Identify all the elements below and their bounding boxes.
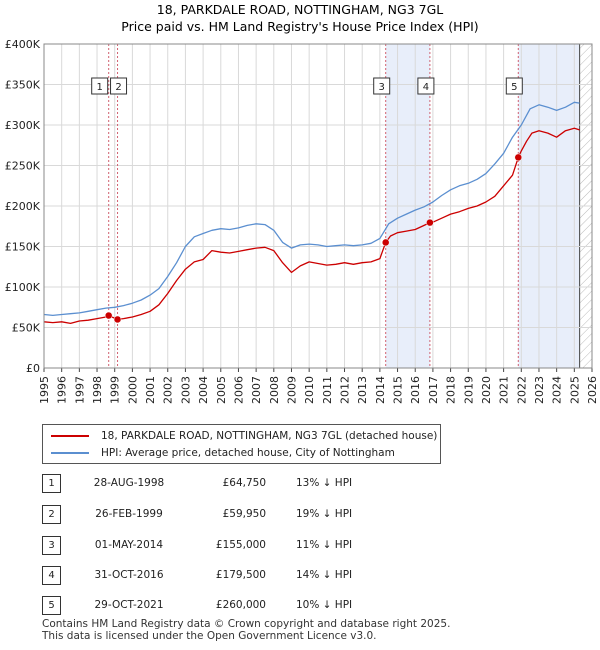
legend-item-property: 18, PARKDALE ROAD, NOTTINGHAM, NG3 7GL (… <box>51 428 437 444</box>
series-line <box>43 127 580 325</box>
transaction-date: 28-AUG-1998 <box>93 477 165 489</box>
x-tick-label: 1999 <box>109 376 122 404</box>
x-tick-label: 2012 <box>339 376 352 404</box>
transaction-number: 3 <box>42 536 61 555</box>
x-tick-label: 2016 <box>409 376 422 404</box>
sale-marker-label: 4 <box>423 82 429 93</box>
x-tick-label: 1996 <box>56 376 69 404</box>
legend-label-property: 18, PARKDALE ROAD, NOTTINGHAM, NG3 7GL (… <box>101 430 438 442</box>
x-tick-label: 2010 <box>303 376 316 404</box>
sale-marker-label: 5 <box>511 82 517 93</box>
transaction-price: £179,500 <box>215 569 266 581</box>
x-tick-label: 2017 <box>427 376 440 404</box>
x-tick-label: 2023 <box>533 376 546 404</box>
transaction-hpi-diff: 10% ↓ HPI <box>296 599 353 611</box>
x-tick-label: 1995 <box>38 376 51 404</box>
legend-swatch-property <box>51 435 89 437</box>
transaction-number: 4 <box>42 566 61 585</box>
price-chart: 18, PARKDALE ROAD, NOTTINGHAM, NG3 7GL P… <box>5 2 599 404</box>
x-tick-label: 2019 <box>462 376 475 404</box>
y-tick-label: £0 <box>26 362 40 375</box>
x-tick-label: 1997 <box>73 376 86 404</box>
x-tick-label: 2014 <box>374 376 387 404</box>
y-tick-label: £250K <box>5 160 41 173</box>
transaction-row: 5 29-OCT-2021 £260,000 10% ↓ HPI <box>42 596 442 616</box>
sale-marker-box <box>505 77 523 95</box>
y-tick-label: £100K <box>5 281 41 294</box>
legend-item-hpi: HPI: Average price, detached house, City… <box>51 445 395 461</box>
x-tick-label: 2008 <box>268 376 281 404</box>
x-tick-label: 2004 <box>197 376 210 404</box>
sale-point <box>113 315 122 324</box>
transaction-number: 2 <box>42 505 61 524</box>
y-tick-label: £350K <box>5 79 41 92</box>
footer-copyright: Contains HM Land Registry data © Crown c… <box>42 618 451 630</box>
transaction-price: £64,750 <box>222 477 266 489</box>
series-line <box>43 101 580 317</box>
x-tick-label: 2018 <box>445 376 458 404</box>
transaction-hpi-diff: 13% ↓ HPI <box>296 477 353 489</box>
transaction-number: 5 <box>42 596 61 615</box>
y-tick-label: £400K <box>5 38 41 51</box>
sale-point <box>104 311 113 320</box>
transaction-date: 29-OCT-2021 <box>94 599 164 611</box>
plot-area <box>43 43 593 369</box>
x-tick-label: 2026 <box>586 376 599 404</box>
x-tick-label: 2020 <box>480 376 493 404</box>
x-tick-label: 1998 <box>91 376 104 404</box>
x-tick-label: 2015 <box>392 376 405 404</box>
x-tick-label: 2022 <box>515 376 528 404</box>
sale-marker-label: 1 <box>97 82 103 93</box>
x-tick-label: 2002 <box>162 376 175 404</box>
transaction-row: 3 01-MAY-2014 £155,000 11% ↓ HPI <box>42 536 442 556</box>
sale-marker-box <box>417 77 435 95</box>
transaction-date: 01-MAY-2014 <box>94 539 164 551</box>
sale-marker-label: 3 <box>379 82 385 93</box>
x-tick-label: 2003 <box>179 376 192 404</box>
x-tick-label: 2024 <box>551 376 564 404</box>
transaction-date: 31-OCT-2016 <box>94 569 164 581</box>
transaction-row: 1 28-AUG-1998 £64,750 13% ↓ HPI <box>42 474 442 494</box>
transaction-hpi-diff: 19% ↓ HPI <box>296 508 353 520</box>
transaction-hpi-diff: 11% ↓ HPI <box>296 539 353 551</box>
x-tick-label: 2007 <box>250 376 263 404</box>
x-tick-label: 2025 <box>568 376 581 404</box>
transaction-price: £155,000 <box>215 539 266 551</box>
transaction-date: 26-FEB-1999 <box>95 508 163 520</box>
x-tick-label: 2013 <box>356 376 369 404</box>
chart-title: 18, PARKDALE ROAD, NOTTINGHAM, NG3 7GL <box>157 2 443 17</box>
sale-marker-label: 2 <box>115 82 121 93</box>
footer-license: This data is licensed under the Open Gov… <box>42 630 377 642</box>
x-tick-label: 2001 <box>144 376 157 404</box>
legend: 18, PARKDALE ROAD, NOTTINGHAM, NG3 7GL (… <box>42 424 441 464</box>
x-tick-label: 2011 <box>321 376 334 404</box>
sale-marker-box <box>110 77 128 95</box>
sale-point <box>381 238 390 247</box>
y-tick-label: £300K <box>5 119 41 132</box>
x-tick-label: 2000 <box>126 376 139 404</box>
y-tick-label: £50K <box>12 322 41 335</box>
transaction-price: £260,000 <box>215 599 266 611</box>
x-tick-label: 2009 <box>285 376 298 404</box>
sale-marker-box <box>91 77 109 95</box>
y-tick-label: £150K <box>5 241 41 254</box>
sale-point <box>426 218 434 227</box>
legend-swatch-hpi <box>51 452 89 454</box>
legend-label-hpi: HPI: Average price, detached house, City… <box>101 447 395 459</box>
sale-marker-box <box>373 77 391 95</box>
y-tick-label: £200K <box>5 200 41 213</box>
x-tick-label: 2006 <box>232 376 245 404</box>
chart-subtitle: Price paid vs. HM Land Registry's House … <box>121 19 478 34</box>
transaction-hpi-diff: 14% ↓ HPI <box>296 569 353 581</box>
transaction-row: 2 26-FEB-1999 £59,950 19% ↓ HPI <box>42 505 442 525</box>
transaction-row: 4 31-OCT-2016 £179,500 14% ↓ HPI <box>42 566 442 586</box>
x-tick-label: 2005 <box>215 376 228 404</box>
transaction-price: £59,950 <box>222 508 266 520</box>
sale-point <box>514 153 523 162</box>
x-tick-label: 2021 <box>498 376 511 404</box>
transaction-number: 1 <box>42 474 61 493</box>
footer-note: Contains HM Land Registry data © Crown c… <box>42 618 450 642</box>
